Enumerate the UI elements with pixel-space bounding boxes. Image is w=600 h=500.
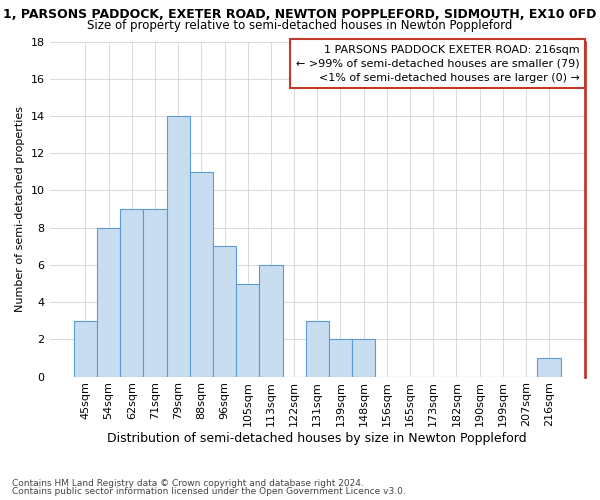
Bar xyxy=(120,209,143,376)
Y-axis label: Number of semi-detached properties: Number of semi-detached properties xyxy=(15,106,25,312)
Bar xyxy=(236,284,259,376)
X-axis label: Distribution of semi-detached houses by size in Newton Poppleford: Distribution of semi-detached houses by … xyxy=(107,432,527,445)
Bar xyxy=(190,172,213,376)
Bar xyxy=(213,246,236,376)
Bar xyxy=(305,320,329,376)
Bar xyxy=(538,358,560,376)
Bar xyxy=(143,209,167,376)
Bar xyxy=(329,340,352,376)
Text: 1, PARSONS PADDOCK, EXETER ROAD, NEWTON POPPLEFORD, SIDMOUTH, EX10 0FD: 1, PARSONS PADDOCK, EXETER ROAD, NEWTON … xyxy=(4,8,596,20)
Bar xyxy=(167,116,190,376)
Text: 1 PARSONS PADDOCK EXETER ROAD: 216sqm
← >99% of semi-detached houses are smaller: 1 PARSONS PADDOCK EXETER ROAD: 216sqm ← … xyxy=(296,45,580,83)
Bar xyxy=(259,265,283,376)
Text: Contains HM Land Registry data © Crown copyright and database right 2024.: Contains HM Land Registry data © Crown c… xyxy=(12,478,364,488)
Bar xyxy=(97,228,120,376)
Text: Size of property relative to semi-detached houses in Newton Poppleford: Size of property relative to semi-detach… xyxy=(88,19,512,32)
Text: Contains public sector information licensed under the Open Government Licence v3: Contains public sector information licen… xyxy=(12,487,406,496)
Bar xyxy=(74,320,97,376)
Bar xyxy=(352,340,375,376)
